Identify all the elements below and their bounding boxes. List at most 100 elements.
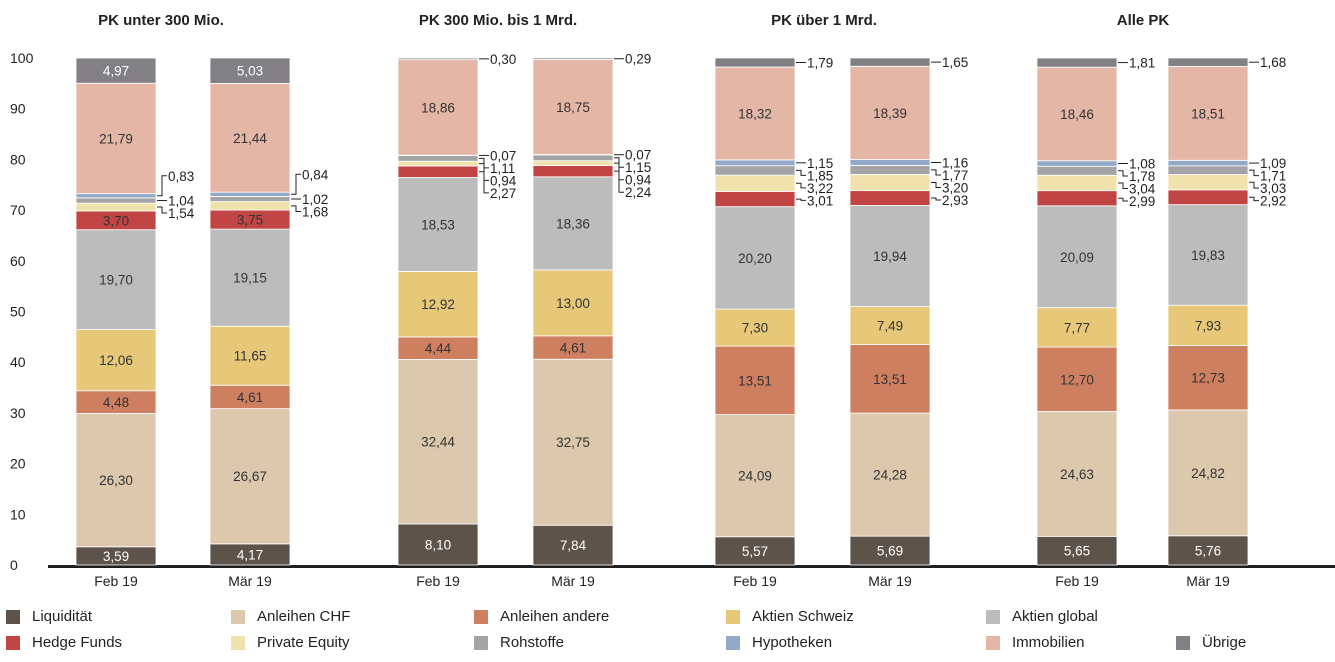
data-label: 12,06: [99, 353, 133, 368]
data-label: 5,76: [1195, 543, 1221, 558]
y-tick-label: 30: [10, 405, 26, 421]
legend-item: Hedge Funds: [6, 634, 122, 651]
callout-line: [1249, 169, 1259, 177]
bar-segment-liquidität: [714, 536, 796, 566]
bar-segment-übrige: [397, 57, 479, 61]
data-label: 24,82: [1191, 466, 1225, 481]
bar-segment-anleihen-andere: [849, 344, 931, 414]
x-tick-label: Feb 19: [1055, 573, 1099, 589]
group-title: PK unter 300 Mio.: [98, 12, 224, 29]
bar-segment-aktien-schweiz: [397, 271, 479, 338]
x-tick-label: Mär 19: [228, 573, 272, 589]
bar-segment-aktien-global: [714, 206, 796, 310]
bar-segment-übrige: [1036, 57, 1118, 68]
data-label: 8,10: [425, 537, 451, 552]
data-label: 2,99: [1129, 194, 1155, 209]
data-label: 7,30: [742, 321, 768, 336]
callout-line: [1118, 182, 1128, 190]
data-label: 3,22: [807, 181, 833, 196]
callout-line: [931, 169, 941, 176]
data-label: 1,71: [1260, 169, 1286, 184]
data-label: 13,00: [556, 296, 590, 311]
data-label: 1,15: [625, 160, 651, 175]
bar-segment-aktien-global: [1167, 204, 1249, 306]
data-label: 13,51: [738, 373, 772, 388]
bar-segment-private-equity: [532, 160, 614, 166]
data-label: 1,11: [490, 161, 515, 176]
callout-line: [291, 205, 301, 212]
bar-segment-rohstoffe: [1036, 165, 1118, 176]
chart-legend: Liquidität Anleihen CHF Anleihen andere Akt…: [6, 608, 1326, 658]
bar-segment-aktien-global: [849, 205, 931, 307]
data-label: 19,83: [1191, 248, 1225, 263]
data-label: 3,75: [237, 213, 263, 228]
data-label: 1,78: [1129, 169, 1155, 184]
x-tick-label: Feb 19: [94, 573, 138, 589]
bar-segment-hypotheken: [209, 191, 291, 197]
bar-segment-aktien-schweiz: [75, 329, 157, 392]
data-label: 24,63: [1060, 467, 1094, 482]
x-tick-label: Mär 19: [1186, 573, 1230, 589]
data-label: 3,01: [807, 193, 833, 208]
bar-segment-immobilien: [397, 59, 479, 156]
legend-item: Hypotheken: [726, 634, 832, 651]
bar-segment-anleihen-chf: [397, 359, 479, 525]
data-label: 12,70: [1060, 372, 1094, 387]
data-label: 21,44: [233, 131, 267, 146]
data-label: 24,28: [873, 468, 907, 483]
data-label: 1,85: [807, 168, 833, 183]
callout-line: [614, 157, 624, 168]
bar-segment-immobilien: [1167, 66, 1249, 161]
bar-segment-hedge-funds: [1036, 190, 1118, 207]
data-label: 3,04: [1129, 182, 1156, 197]
callout-line: [157, 206, 167, 214]
bar-segment-aktien-schweiz: [1036, 307, 1118, 348]
bar-segment-übrige: [75, 57, 157, 84]
callout-line: [1249, 181, 1259, 189]
data-label: 5,03: [237, 64, 263, 79]
legend-swatch: [726, 635, 740, 650]
callout-line: [1249, 196, 1259, 202]
legend-label: Übrige: [1202, 634, 1247, 651]
legend-label: Anleihen andere: [500, 608, 610, 625]
data-label: 2,92: [1260, 194, 1286, 209]
legend-item: Immobilien: [986, 634, 1085, 651]
group-title: PK über 1 Mrd.: [771, 12, 877, 29]
legend-item: Anleihen CHF: [231, 608, 350, 625]
data-label: 0,29: [625, 52, 651, 67]
data-label: 1,02: [302, 192, 328, 207]
bar-segment-private-equity: [849, 174, 931, 192]
bar-segment-aktien-schweiz: [849, 306, 931, 345]
legend-swatch: [231, 635, 245, 650]
data-label: 1,65: [942, 55, 968, 70]
legend-swatch: [474, 609, 488, 624]
data-label: 18,75: [556, 100, 590, 115]
data-label: 7,93: [1195, 318, 1221, 333]
data-label: 1,79: [807, 55, 833, 70]
legend-swatch: [474, 635, 488, 650]
group-title: PK 300 Mio. bis 1 Mrd.: [419, 12, 577, 29]
data-label: 20,09: [1060, 250, 1094, 265]
callout-line: [614, 162, 624, 181]
callout-line: [796, 182, 806, 189]
legend-label: Anleihen CHF: [257, 608, 351, 625]
data-label: 3,70: [103, 213, 129, 228]
data-label: 2,93: [942, 193, 968, 208]
data-label: 1,04: [168, 194, 195, 209]
data-label: 0,83: [168, 169, 194, 184]
legend-label: Liquidität: [32, 608, 93, 625]
y-tick-label: 70: [10, 202, 26, 218]
bar-segment-anleihen-chf: [714, 414, 796, 538]
y-tick-label: 40: [10, 354, 26, 370]
bar-segment-immobilien: [1036, 66, 1118, 162]
data-label: 7,77: [1064, 320, 1090, 335]
bar-segment-immobilien: [714, 66, 796, 161]
legend-item: Private Equity: [231, 634, 350, 651]
data-label: 18,46: [1060, 107, 1094, 122]
x-tick-label: Mär 19: [551, 573, 595, 589]
legend-swatch: [6, 635, 20, 650]
bar-segment-rohstoffe: [849, 165, 931, 175]
stacked-bar-chart: 0 10 20 30 40 50 60 70 80 90 100 PK unter 300 Mio. F…: [10, 12, 1335, 589]
legend-label: Aktien Schweiz: [752, 608, 854, 625]
data-label: 21,79: [99, 131, 133, 146]
